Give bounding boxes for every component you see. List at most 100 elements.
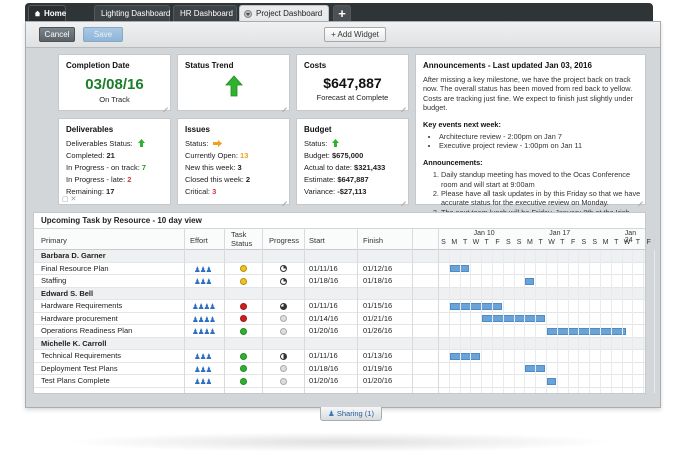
- sharing-label: Sharing (1): [336, 409, 374, 418]
- task-row[interactable]: Deployment Test Plans ♟♟♟ 01/18/16 01/19/16: [34, 363, 645, 375]
- finish-date: 01/19/16: [363, 363, 393, 373]
- col-start[interactable]: Start: [309, 236, 325, 245]
- col-finish[interactable]: Finish: [363, 236, 384, 245]
- completion-date-widget[interactable]: Completion Date 03/08/16 On Track: [58, 54, 171, 111]
- home-icon: [34, 10, 41, 17]
- column-divider: [224, 228, 225, 393]
- announcements-widget[interactable]: Announcements - Last updated Jan 03, 201…: [415, 54, 646, 226]
- day-gridline: [481, 250, 483, 393]
- day-gridline: [546, 250, 547, 393]
- resize-handle[interactable]: [400, 196, 406, 202]
- gantt-bar[interactable]: [449, 302, 502, 310]
- budget-widget[interactable]: Budget Status: Budget: $675,000 Actual t…: [296, 118, 409, 205]
- announcement-intro: After missing a key milestone, we have t…: [423, 75, 633, 113]
- costs-widget[interactable]: Costs $647,887 Forecast at Complete: [296, 54, 409, 111]
- task-row[interactable]: Staffing ♟♟♟ 01/18/16 01/18/16: [34, 275, 645, 288]
- finish-date: 01/18/16: [363, 276, 393, 285]
- resize-handle[interactable]: [281, 102, 287, 108]
- tab-home-label: Home: [44, 9, 67, 18]
- tab-lighting-dashboard[interactable]: Lighting Dashboard: [94, 5, 170, 21]
- green-up-arrow-icon: [137, 139, 145, 147]
- add-widget-button[interactable]: + Add Widget: [324, 27, 386, 42]
- progress-pie-icon: [280, 265, 287, 272]
- key-events-heading: Key events next week:: [423, 119, 501, 129]
- day-gridline: [600, 250, 601, 393]
- status-dot-icon: [240, 315, 247, 322]
- progress-pie-icon: [280, 352, 287, 360]
- gantt-bar[interactable]: [482, 315, 545, 322]
- completed-value: 21: [106, 151, 115, 160]
- widget-title: Completion Date: [66, 61, 130, 70]
- green-up-arrow-icon: [332, 139, 340, 147]
- remaining-row: Remaining: 17: [66, 186, 114, 198]
- col-progress[interactable]: Progress: [269, 236, 300, 245]
- task-name: Deployment Test Plans: [41, 363, 118, 373]
- cancel-button[interactable]: Cancel: [39, 27, 75, 42]
- status-trend-widget[interactable]: Status Trend: [177, 54, 290, 111]
- task-row[interactable]: Technical Requirements ♟♟♟ 01/11/16 01/13/1…: [34, 350, 645, 363]
- costs-value: $647,887: [323, 75, 382, 91]
- variance-label: Variance:: [304, 187, 336, 196]
- gantt-bar[interactable]: [547, 377, 556, 385]
- group-row[interactable]: Barbara D. Garner: [34, 250, 645, 263]
- col-primary[interactable]: Primary: [41, 236, 67, 245]
- toolbar: Cancel Save + Add Widget: [26, 22, 660, 48]
- tab-menu-icon[interactable]: [244, 10, 252, 18]
- sharing-button[interactable]: ♟ Sharing (1): [320, 407, 382, 421]
- day-gridline: [643, 250, 645, 393]
- col-task-status-2[interactable]: Status: [231, 239, 253, 248]
- late-value: 2: [127, 175, 132, 184]
- day-label: S: [441, 239, 446, 246]
- deliverables-widget[interactable]: Deliverables Deliverables Status: Comple…: [58, 118, 171, 205]
- col-task-status-1[interactable]: Task: [231, 230, 247, 239]
- tab-hr-dashboard[interactable]: HR Dashboard: [173, 5, 237, 21]
- day-label: W: [623, 239, 631, 246]
- gantt-bar[interactable]: [449, 352, 481, 360]
- task-row[interactable]: Final Resource Plan ♟♟♟ 01/11/16 01/12/16: [34, 263, 645, 275]
- effort-people-icon: ♟♟♟♟: [192, 314, 216, 324]
- actual-label: Actual to date:: [304, 163, 352, 172]
- day-label: T: [462, 239, 468, 246]
- gantt-header: Primary Effort Task Status Progress Star…: [34, 228, 651, 250]
- task-row[interactable]: Hardware Requirements ♟♟♟♟ 01/11/16 01/15/1…: [34, 300, 645, 313]
- start-date: 01/18/16: [309, 276, 339, 285]
- task-name: Hardware procurement: [41, 313, 118, 323]
- resource-name: Barbara D. Garner: [41, 251, 106, 260]
- task-row[interactable]: Operations Readiness Plan ♟♟♟♟ 01/20/16 01/…: [34, 325, 645, 338]
- save-button[interactable]: Save: [83, 27, 123, 42]
- start-date: 01/11/16: [309, 301, 338, 310]
- resize-handle[interactable]: [281, 196, 287, 202]
- list-item: Daily standup meeting has moved to the O…: [441, 170, 641, 189]
- orange-right-arrow-icon: [213, 140, 223, 147]
- resize-handle[interactable]: [400, 102, 406, 108]
- task-row[interactable]: Test Plans Complete ♟♟♟ 01/20/16 01/20/16: [34, 375, 645, 388]
- group-row[interactable]: Edward S. Bell: [34, 287, 645, 300]
- tab-home[interactable]: Home: [28, 5, 66, 21]
- issues-widget[interactable]: Issues Status: Currently Open: 13 New th…: [177, 118, 290, 205]
- col-effort[interactable]: Effort: [190, 236, 208, 245]
- gantt-bar[interactable]: [525, 277, 535, 285]
- closed-label: Closed this week:: [185, 175, 244, 184]
- gantt-bar[interactable]: [547, 327, 626, 335]
- completed-label: Completed:: [66, 151, 105, 160]
- task-gantt-widget[interactable]: Upcoming Task by Resource - 10 day view …: [33, 212, 655, 394]
- add-tab-button[interactable]: +: [333, 5, 351, 21]
- tab-project-dashboard[interactable]: Project Dashboard: [239, 5, 329, 21]
- status-dot-icon: [240, 377, 247, 385]
- estimate-label: Estimate:: [304, 175, 336, 184]
- task-row[interactable]: Hardware procurement ♟♟♟♟ 01/14/16 01/21/16: [34, 313, 645, 325]
- widget-title: Deliverables: [66, 125, 114, 134]
- day-gridline: [567, 250, 569, 393]
- day-gridline: [524, 250, 526, 393]
- variance-row: Variance: -$27,113: [304, 186, 366, 198]
- finish-date: 01/21/16: [363, 313, 393, 323]
- resize-handle[interactable]: [162, 102, 168, 108]
- widget-title: Announcements - Last updated Jan 03, 201…: [423, 61, 592, 70]
- day-gridline: [513, 250, 515, 393]
- closed-value: 2: [245, 175, 251, 184]
- resize-handle[interactable]: [637, 196, 643, 202]
- widget-controls[interactable]: ▢ ✕: [62, 196, 77, 203]
- group-row[interactable]: Michelle K. Carroll: [34, 337, 645, 350]
- week-label: Jan 17: [549, 230, 571, 237]
- start-date: 01/18/16: [309, 363, 339, 373]
